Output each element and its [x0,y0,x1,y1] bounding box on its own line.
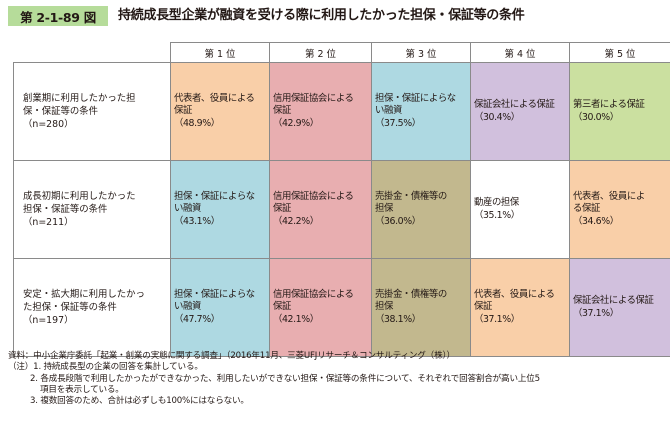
cell-text: い融資 [174,203,201,215]
cell-text: い融資 [375,105,402,117]
cell-percent: （37.1%） [474,313,520,325]
row-label-line: 担保・保証等の条件 [23,204,108,215]
cell-percent: （37.5%） [375,117,421,129]
table-cell: 第三者による保証 （30.0%） [569,62,670,161]
cell-text: 代表者、役員による [174,92,255,104]
cell-text: 担保・保証によらな [174,288,255,300]
cell-percent: （30.0%） [573,111,619,123]
cell-text: い融資 [174,301,201,313]
cell-text: 担保・保証によらな [174,190,255,202]
row-label-line: 安定・拡大期に利用したかっ [23,289,145,300]
cell-text: 保証 [174,105,192,117]
table-cell: 保証会社による保証 （30.4%） [470,62,570,161]
note-3: 3. 複数回答のため、合計は必ずしも100%にはならない。 [30,396,249,407]
table-cell: 動産の担保 （35.1%） [470,160,570,259]
header-row: 第 1 位 第 2 位 第 3 位 第 4 位 第 5 位 [13,42,670,63]
table-cell: 代表者、役員による 保証 （48.9%） [170,62,270,161]
table-cell: 信用保証協会による 保証 （42.1%） [269,258,372,357]
cell-text: 信用保証協会による [273,288,354,300]
notes: 資料：中小企業庁委託「起業・創業の実態に関する調査」（2016年11月、三菱UF… [8,351,668,407]
cell-text: 保証 [474,301,492,313]
cell-percent: （30.4%） [474,111,520,123]
cell-text: 担保 [375,301,393,313]
table-row-startup: 創業期に利用したかった担 保・保証等の条件 （n=280） 代表者、役員による … [13,62,670,161]
table-cell: 代表者、役員による 保証 （37.1%） [470,258,570,357]
row-header-startup: 創業期に利用したかった担 保・保証等の条件 （n=280） [13,62,171,161]
cell-text: 担保 [375,203,393,215]
row-label-line: 保・保証等の条件 [23,106,99,117]
table-row-stable-expansion: 安定・拡大期に利用したかっ た担保・保証等の条件 （n=197） 担保・保証によ… [13,258,670,357]
cell-percent: （47.7%） [174,313,220,325]
figure-number: 第 2-1-89 図 [20,9,96,25]
cell-percent: （42.2%） [273,215,319,227]
note-1: （注）1. 持続成長型の企業の回答を集計している。 [8,362,203,373]
cell-percent: （43.1%） [174,215,220,227]
row-header-stable-expansion: 安定・拡大期に利用したかっ た担保・保証等の条件 （n=197） [13,258,171,357]
row-label-line: た担保・保証等の条件 [23,302,117,313]
column-header-rank-5: 第 5 位 [569,42,670,63]
cell-text: 信用保証協会による [273,190,354,202]
cell-text: 保証会社による保証 [474,99,555,110]
cell-text: 動産の担保 [474,197,519,208]
table-cell: 保証会社による保証 （37.1%） [569,258,670,357]
cell-text: 保証 [273,105,291,117]
table-cell: 担保・保証によらな い融資 （37.5%） [371,62,471,161]
cell-percent: （34.6%） [573,215,619,227]
row-label-n: （n=197） [23,315,74,326]
cell-percent: （35.1%） [474,209,520,221]
ranking-table: 第 1 位 第 2 位 第 3 位 第 4 位 第 5 位 創業期に利用したかっ… [13,42,670,357]
table-cell: 担保・保証によらな い融資 （43.1%） [170,160,270,259]
table-cell: 信用保証協会による 保証 （42.2%） [269,160,372,259]
table-row-early-growth: 成長初期に利用したかった 担保・保証等の条件 （n=211） 担保・保証によらな… [13,160,670,259]
cell-percent: （42.9%） [273,117,319,129]
cell-text: る保証 [573,203,600,215]
table-cell: 代表者、役員によ る保証 （34.6%） [569,160,670,259]
row-label-line: 成長初期に利用したかった [23,191,136,202]
corner-cell [13,42,171,63]
cell-text: 信用保証協会による [273,92,354,104]
note-2: 2. 各成長段階で利用したかったができなかった、利用したいができない担保・保証等… [30,373,540,384]
cell-text: 保証 [273,203,291,215]
cell-text: 保証会社による保証 [573,295,654,306]
figure-number-badge: 第 2-1-89 図 [8,6,108,26]
source-note: 資料：中小企業庁委託「起業・創業の実態に関する調査」（2016年11月、三菱UF… [8,351,455,361]
row-label-n: （n=280） [23,119,74,130]
table-cell: 信用保証協会による 保証 （42.9%） [269,62,372,161]
column-header-rank-2: 第 2 位 [269,42,372,63]
row-label-n: （n=211） [23,217,74,228]
cell-percent: （36.0%） [375,215,421,227]
cell-text: 売掛金・債権等の [375,190,447,202]
cell-text: 第三者による保証 [573,99,645,110]
column-header-rank-3: 第 3 位 [371,42,471,63]
column-header-rank-4: 第 4 位 [470,42,570,63]
table-cell: 売掛金・債権等の 担保 （36.0%） [371,160,471,259]
cell-percent: （42.1%） [273,313,319,325]
table-cell: 売掛金・債権等の 担保 （38.1%） [371,258,471,357]
cell-text: 代表者、役員による [474,288,555,300]
cell-text: 代表者、役員によ [573,190,645,202]
cell-text: 保証 [273,301,291,313]
figure-title: 持続成長型企業が融資を受ける際に利用したかった担保・保証等の条件 [118,8,525,23]
cell-text: 売掛金・債権等の [375,288,447,300]
note-2-continued: 項目を表示している。 [40,384,124,395]
cell-percent: （48.9%） [174,117,220,129]
table-cell: 担保・保証によらな い融資 （47.7%） [170,258,270,357]
row-label-line: 創業期に利用したかった担 [23,93,136,104]
cell-text: 担保・保証によらな [375,92,456,104]
cell-percent: （38.1%） [375,313,421,325]
column-header-rank-1: 第 1 位 [170,42,270,63]
cell-percent: （37.1%） [573,307,619,319]
row-header-early-growth: 成長初期に利用したかった 担保・保証等の条件 （n=211） [13,160,171,259]
